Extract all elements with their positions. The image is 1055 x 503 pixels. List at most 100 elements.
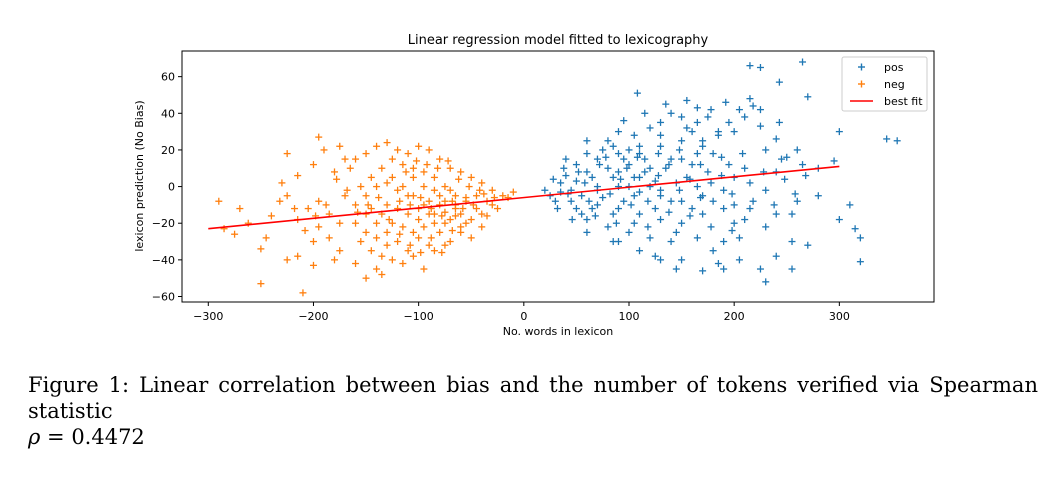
point-neg (352, 155, 360, 163)
point-neg (467, 173, 475, 181)
point-pos (739, 150, 747, 158)
point-neg (315, 223, 323, 231)
x-tick-label: 100 (618, 310, 639, 323)
point-pos (562, 172, 570, 180)
point-neg (352, 201, 360, 209)
point-pos (762, 146, 770, 154)
point-neg (383, 139, 391, 147)
point-neg (420, 265, 428, 273)
point-pos (657, 216, 665, 224)
point-neg (357, 183, 365, 191)
point-pos (688, 128, 696, 136)
point-neg (436, 155, 444, 163)
point-pos (596, 161, 604, 169)
point-pos (749, 102, 757, 110)
point-neg (291, 205, 299, 213)
point-pos (636, 188, 644, 196)
point-neg (343, 186, 351, 194)
point-pos (741, 113, 749, 121)
legend-marker-neg (858, 80, 865, 88)
point-neg (341, 155, 349, 163)
point-neg (430, 219, 438, 227)
figure-caption: Figure 1: Linear correlation between bia… (28, 372, 1038, 450)
rho-symbol: ρ (28, 425, 41, 449)
point-neg (417, 194, 425, 202)
point-pos (620, 117, 628, 125)
point-pos (620, 197, 628, 205)
point-neg (394, 146, 402, 154)
point-pos (583, 228, 591, 236)
point-pos (735, 234, 743, 242)
point-pos (630, 192, 638, 200)
point-neg (483, 212, 491, 220)
point-pos (644, 223, 652, 231)
point-neg (301, 227, 309, 235)
y-tick-label: −40 (152, 254, 175, 267)
point-pos (662, 164, 670, 172)
point-pos (693, 183, 701, 191)
point-neg (322, 201, 330, 209)
point-pos (657, 256, 665, 264)
legend: pos neg best fit (841, 56, 928, 112)
point-pos (609, 173, 617, 181)
point-pos (788, 238, 796, 246)
point-neg (444, 157, 452, 165)
point-pos (641, 109, 649, 117)
point-pos (678, 113, 686, 121)
point-neg (404, 247, 412, 255)
chart-title: Linear regression model fitted to lexico… (408, 33, 709, 48)
point-neg (362, 192, 370, 200)
point-pos (636, 247, 644, 255)
point-pos (802, 172, 810, 180)
point-pos (730, 201, 738, 209)
point-neg (425, 241, 433, 249)
point-pos (762, 278, 770, 286)
x-axis-label: No. words in lexicon (503, 325, 614, 338)
point-neg (283, 192, 291, 200)
legend-box (841, 56, 928, 112)
point-pos (728, 227, 736, 235)
point-pos (804, 93, 812, 101)
point-neg (446, 238, 454, 246)
plot-frame (181, 50, 935, 303)
x-tick-label: 0 (520, 310, 527, 323)
point-pos (667, 238, 675, 246)
point-pos (667, 197, 675, 205)
point-pos (609, 142, 617, 150)
point-pos (720, 265, 728, 273)
point-pos (553, 205, 561, 213)
point-pos (599, 194, 607, 202)
point-pos (893, 137, 901, 145)
point-pos (693, 118, 701, 126)
point-neg (404, 192, 412, 200)
point-neg (467, 234, 475, 242)
point-pos (756, 106, 764, 114)
caption-label: Figure 1: (28, 373, 130, 397)
point-neg (383, 228, 391, 236)
point-neg (388, 219, 396, 227)
point-neg (441, 241, 449, 249)
point-pos (583, 137, 591, 145)
point-neg (215, 197, 223, 205)
point-neg (415, 142, 423, 150)
x-axis: −300 −200 −100 0 100 200 300 (193, 302, 850, 323)
point-pos (644, 197, 652, 205)
point-pos (583, 150, 591, 158)
point-pos (602, 153, 610, 161)
point-pos (714, 131, 722, 139)
point-pos (741, 216, 749, 224)
point-neg (383, 241, 391, 249)
point-pos (630, 219, 638, 227)
point-neg (352, 260, 360, 268)
point-neg (409, 173, 417, 181)
caption-text: Linear correlation between bias and the … (28, 373, 1038, 423)
y-tick-label: 40 (161, 107, 175, 120)
point-neg (276, 197, 284, 205)
point-pos (856, 258, 864, 266)
point-pos (646, 164, 654, 172)
point-pos (614, 150, 622, 158)
point-pos (614, 128, 622, 136)
point-pos (730, 128, 738, 136)
point-pos (699, 210, 707, 218)
point-pos (593, 183, 601, 191)
